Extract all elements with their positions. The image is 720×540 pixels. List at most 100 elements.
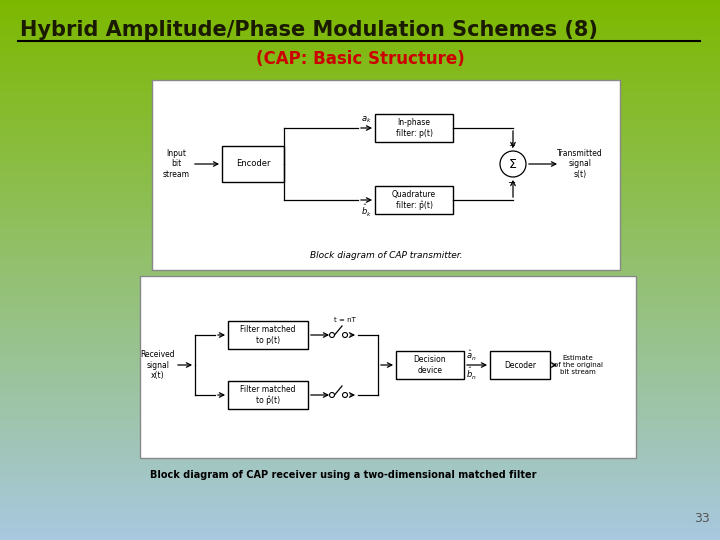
- Bar: [0, 104, 720, 106]
- Bar: [0, 221, 720, 223]
- Bar: [0, 317, 720, 319]
- Text: $\hat{b}_k$: $\hat{b}_k$: [361, 203, 372, 219]
- Bar: [0, 216, 720, 218]
- Bar: [0, 502, 720, 504]
- Bar: [0, 292, 720, 293]
- Bar: [0, 479, 720, 481]
- Bar: [0, 396, 720, 398]
- Bar: [0, 383, 720, 385]
- Bar: [0, 522, 720, 524]
- Bar: [0, 227, 720, 228]
- Bar: [0, 272, 720, 274]
- Bar: [0, 212, 720, 214]
- Text: $a_k$: $a_k$: [361, 114, 372, 125]
- Bar: [0, 86, 720, 88]
- Bar: [0, 441, 720, 443]
- Bar: [0, 309, 720, 312]
- Bar: [0, 218, 720, 220]
- Bar: [0, 2, 720, 4]
- Bar: [0, 369, 720, 371]
- Bar: [0, 254, 720, 255]
- Text: $\hat{a}_n$: $\hat{a}_n$: [466, 349, 477, 363]
- FancyBboxPatch shape: [140, 276, 636, 458]
- Bar: [0, 417, 720, 420]
- Bar: [0, 61, 720, 63]
- Bar: [0, 23, 720, 25]
- Bar: [0, 49, 720, 50]
- Bar: [0, 59, 720, 61]
- Bar: [0, 29, 720, 31]
- Bar: [0, 22, 720, 23]
- Bar: [0, 427, 720, 428]
- Bar: [0, 234, 720, 236]
- Bar: [0, 31, 720, 32]
- Bar: [0, 493, 720, 495]
- Bar: [0, 421, 720, 423]
- Bar: [0, 18, 720, 20]
- Bar: [0, 4, 720, 5]
- Bar: [0, 319, 720, 320]
- Bar: [0, 182, 720, 184]
- Bar: [0, 228, 720, 231]
- Bar: [0, 374, 720, 376]
- Bar: [0, 151, 720, 153]
- Bar: [0, 454, 720, 455]
- Bar: [0, 385, 720, 387]
- Bar: [0, 247, 720, 248]
- Bar: [0, 304, 720, 306]
- FancyBboxPatch shape: [396, 351, 464, 379]
- Bar: [0, 488, 720, 490]
- Bar: [0, 401, 720, 403]
- Bar: [0, 96, 720, 97]
- Bar: [0, 387, 720, 389]
- Bar: [0, 322, 720, 324]
- Bar: [0, 174, 720, 177]
- Bar: [0, 120, 720, 123]
- Bar: [0, 410, 720, 412]
- Bar: [0, 245, 720, 247]
- Bar: [0, 463, 720, 464]
- Bar: [0, 290, 720, 292]
- Bar: [0, 529, 720, 531]
- Bar: [0, 511, 720, 513]
- Bar: [0, 248, 720, 250]
- FancyBboxPatch shape: [228, 381, 308, 409]
- Bar: [0, 414, 720, 416]
- Bar: [0, 56, 720, 58]
- Bar: [0, 259, 720, 261]
- Bar: [0, 363, 720, 366]
- Bar: [0, 528, 720, 529]
- Bar: [0, 90, 720, 92]
- Bar: [0, 140, 720, 142]
- Text: Received
signal
x(t): Received signal x(t): [140, 350, 175, 380]
- Bar: [0, 474, 720, 475]
- Bar: [0, 371, 720, 373]
- FancyBboxPatch shape: [228, 321, 308, 349]
- Bar: [0, 497, 720, 498]
- Text: +: +: [508, 141, 516, 150]
- Bar: [0, 349, 720, 351]
- Bar: [0, 342, 720, 344]
- Bar: [0, 437, 720, 439]
- Bar: [0, 47, 720, 49]
- Bar: [0, 65, 720, 66]
- Bar: [0, 236, 720, 238]
- Bar: [0, 390, 720, 393]
- Bar: [0, 495, 720, 497]
- Bar: [0, 231, 720, 232]
- Bar: [0, 344, 720, 346]
- Bar: [0, 139, 720, 140]
- Bar: [0, 312, 720, 313]
- Bar: [0, 83, 720, 85]
- Bar: [0, 225, 720, 227]
- Bar: [0, 130, 720, 131]
- Bar: [0, 211, 720, 212]
- Bar: [0, 76, 720, 77]
- Bar: [0, 162, 720, 164]
- Bar: [0, 77, 720, 79]
- Bar: [0, 471, 720, 474]
- Circle shape: [343, 393, 348, 397]
- Text: $\hat{b}_n$: $\hat{b}_n$: [466, 366, 477, 382]
- Bar: [0, 193, 720, 194]
- Bar: [0, 428, 720, 430]
